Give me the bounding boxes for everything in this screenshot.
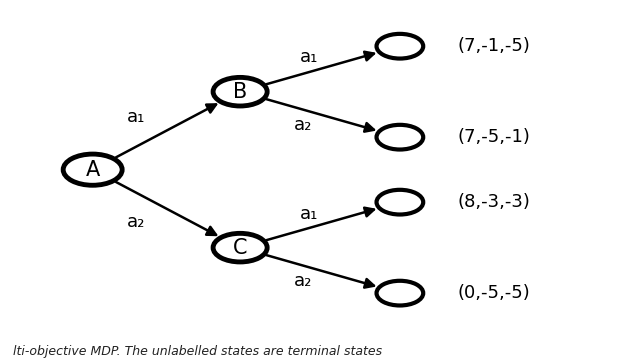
- Circle shape: [63, 154, 122, 185]
- Circle shape: [213, 233, 267, 262]
- Circle shape: [376, 34, 423, 58]
- Text: C: C: [233, 238, 248, 258]
- Text: a₂: a₂: [127, 213, 146, 231]
- Text: lti-objective MDP. The unlabelled states are terminal states: lti-objective MDP. The unlabelled states…: [13, 345, 382, 358]
- Text: a₂: a₂: [294, 272, 312, 290]
- Text: (7,-5,-1): (7,-5,-1): [457, 128, 530, 146]
- Text: a₁: a₁: [300, 48, 319, 66]
- Text: B: B: [233, 82, 247, 102]
- Circle shape: [213, 77, 267, 106]
- Circle shape: [376, 281, 423, 305]
- Text: (0,-5,-5): (0,-5,-5): [457, 284, 530, 302]
- Text: a₂: a₂: [294, 116, 312, 134]
- Text: a₁: a₁: [127, 108, 146, 126]
- Circle shape: [376, 125, 423, 149]
- Text: a₁: a₁: [300, 205, 319, 223]
- Text: (7,-1,-5): (7,-1,-5): [457, 37, 530, 55]
- Text: A: A: [86, 160, 100, 180]
- Circle shape: [376, 190, 423, 214]
- Text: (8,-3,-3): (8,-3,-3): [457, 193, 530, 211]
